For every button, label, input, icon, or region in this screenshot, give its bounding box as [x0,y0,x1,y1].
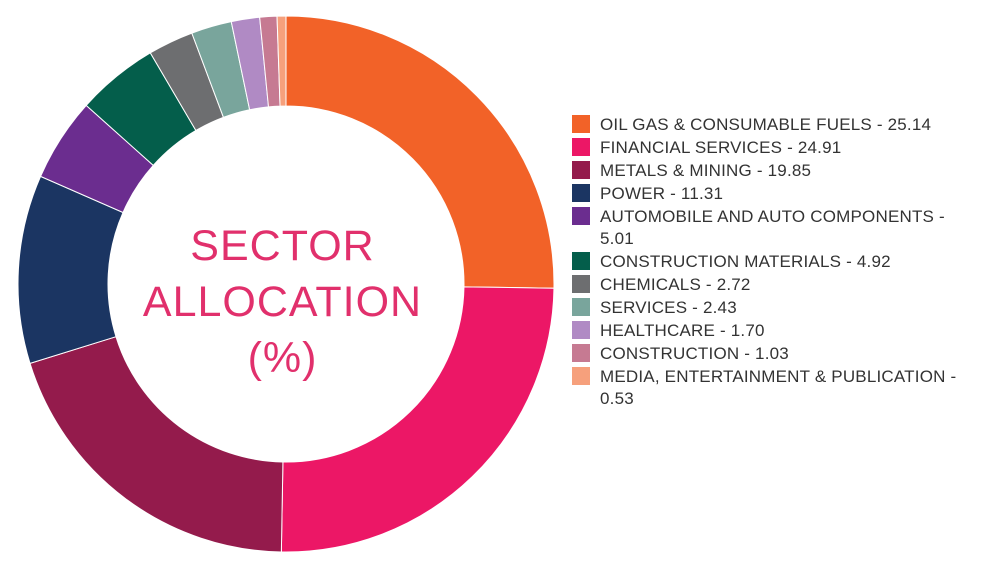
legend-label: POWER - 11.31 [600,184,724,203]
legend-item: CONSTRUCTION MATERIALS - 4.92 [572,251,982,273]
legend-swatch [572,298,590,316]
legend-label: CONSTRUCTION MATERIALS - 4.92 [600,252,891,271]
legend-label: AUTOMOBILE AND AUTO COMPONENTS - 5.01 [600,207,945,248]
legend-label: OIL GAS & CONSUMABLE FUELS - 25.14 [600,115,932,134]
legend-swatch [572,115,590,133]
center-title-line-3: (%) [247,334,318,382]
legend-swatch [572,344,590,362]
donut-slice-oil-gas-consumable-fuels [285,15,555,289]
donut-slice-financial-services [280,286,555,553]
legend-label: CONSTRUCTION - 1.03 [600,344,789,363]
legend-label: FINANCIAL SERVICES - 24.91 [600,138,842,157]
legend-label: METALS & MINING - 19.85 [600,161,812,180]
legend-swatch [572,138,590,156]
donut-center-title: SECTOR ALLOCATION (%) [130,218,435,386]
chart-legend: OIL GAS & CONSUMABLE FUELS - 25.14 FINANC… [572,114,982,411]
legend-item: OIL GAS & CONSUMABLE FUELS - 25.14 [572,114,982,136]
donut-slice-media-entertainment-publication [276,15,287,107]
legend-label: HEALTHCARE - 1.70 [600,321,765,340]
legend-item: CHEMICALS - 2.72 [572,274,982,296]
legend-swatch [572,207,590,225]
legend-label: MEDIA, ENTERTAINMENT & PUBLICATION - 0.5… [600,367,957,408]
legend-item: HEALTHCARE - 1.70 [572,320,982,342]
legend-item: FINANCIAL SERVICES - 24.91 [572,137,982,159]
legend-item: POWER - 11.31 [572,183,982,205]
legend-item: AUTOMOBILE AND AUTO COMPONENTS - 5.01 [572,206,982,250]
legend-label: SERVICES - 2.43 [600,298,737,317]
center-title-line-1: SECTOR [190,222,375,270]
legend-item: MEDIA, ENTERTAINMENT & PUBLICATION - 0.5… [572,366,982,410]
legend-swatch [572,367,590,385]
center-title-line-2: ALLOCATION [142,278,423,326]
legend-label: CHEMICALS - 2.72 [600,275,751,294]
legend-swatch [572,184,590,202]
legend-swatch [572,252,590,270]
legend-swatch [572,275,590,293]
legend-item: METALS & MINING - 19.85 [572,160,982,182]
legend-swatch [572,161,590,179]
legend-swatch [572,321,590,339]
legend-item: CONSTRUCTION - 1.03 [572,343,982,365]
legend-item: SERVICES - 2.43 [572,297,982,319]
